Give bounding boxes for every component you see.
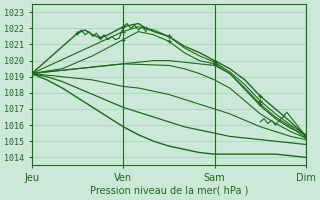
X-axis label: Pression niveau de la mer( hPa ): Pression niveau de la mer( hPa ) <box>90 186 248 196</box>
